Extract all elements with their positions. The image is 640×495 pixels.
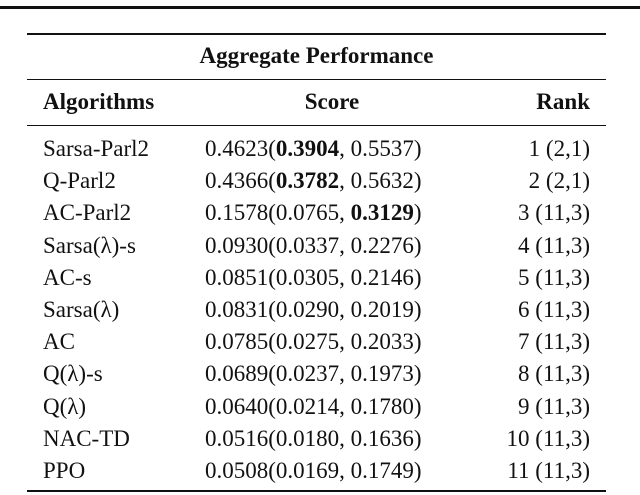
score-part: 0.0516(0.0180, 0.1636) bbox=[205, 425, 422, 451]
rule bbox=[27, 490, 606, 492]
score-part: , 0.5632) bbox=[339, 168, 422, 194]
algorithm-cell: Sarsa-Parl2 bbox=[43, 136, 150, 161]
table-title: Aggregate Performance bbox=[199, 43, 434, 68]
rank-cell: 4 (11,3) bbox=[518, 232, 590, 258]
score-part: 0.1578(0.0765, bbox=[205, 200, 351, 226]
rank-cell: 9 (11,3) bbox=[518, 393, 590, 419]
score-cell: 0.1578(0.0765, 0.3129) bbox=[205, 199, 422, 227]
algorithm-cell: Q(λ) bbox=[43, 393, 87, 419]
score-part: 0.0508(0.0169, 0.1749) bbox=[205, 458, 422, 483]
rank-cell: 6 (11,3) bbox=[518, 297, 590, 322]
score-part: 0.4366( bbox=[205, 168, 276, 194]
algorithm-cell: Sarsa(λ)-s bbox=[43, 232, 136, 258]
header-cell: Rank bbox=[536, 89, 590, 114]
score-part: 0.4623( bbox=[205, 136, 276, 161]
rank-cell: 1 (2,1) bbox=[528, 136, 590, 161]
score-cell: 0.0508(0.0169, 0.1749) bbox=[205, 457, 422, 485]
score-part: 0.0851(0.0305, 0.2146) bbox=[205, 264, 422, 290]
score-cell: 0.4366(0.3782, 0.5632) bbox=[205, 167, 422, 195]
algorithm-cell: PPO bbox=[43, 458, 86, 483]
score-part: 0.3129 bbox=[350, 200, 414, 226]
rank-cell: 11 (11,3) bbox=[507, 458, 590, 483]
rule bbox=[0, 6, 640, 9]
score-cell: 0.0930(0.0337, 0.2276) bbox=[205, 232, 422, 260]
rank-cell: 3 (11,3) bbox=[518, 200, 590, 226]
score-part: 0.0785(0.0275, 0.2033) bbox=[205, 329, 422, 355]
score-part: ) bbox=[413, 200, 422, 226]
score-cell: 0.0785(0.0275, 0.2033) bbox=[205, 328, 422, 356]
rank-cell: 8 (11,3) bbox=[518, 361, 590, 387]
score-part: 0.3904 bbox=[275, 136, 340, 161]
rule bbox=[27, 79, 606, 80]
score-cell: 0.4623(0.3904, 0.5537) bbox=[205, 135, 422, 163]
score-cell: 0.0640(0.0214, 0.1780) bbox=[205, 393, 422, 421]
rank-cell: 5 (11,3) bbox=[518, 264, 590, 290]
algorithm-cell: Q-Parl2 bbox=[43, 168, 116, 194]
score-part: 0.0689(0.0237, 0.1973) bbox=[205, 361, 422, 387]
algorithm-cell: Sarsa(λ) bbox=[43, 297, 120, 322]
score-part: 0.0930(0.0337, 0.2276) bbox=[205, 232, 422, 258]
score-cell: 0.0516(0.0180, 0.1636) bbox=[205, 425, 422, 453]
rule bbox=[27, 125, 606, 126]
algorithm-cell: AC-s bbox=[43, 264, 92, 290]
header-cell: Algorithms bbox=[43, 89, 155, 114]
score-part: 0.0640(0.0214, 0.1780) bbox=[205, 393, 422, 419]
rank-cell: 10 (11,3) bbox=[506, 425, 590, 451]
algorithm-cell: AC bbox=[43, 329, 75, 355]
score-cell: 0.0831(0.0290, 0.2019) bbox=[205, 296, 422, 324]
algorithm-cell: NAC-TD bbox=[43, 425, 130, 451]
rank-cell: 7 (11,3) bbox=[518, 329, 590, 355]
algorithm-cell: AC-Parl2 bbox=[43, 200, 132, 226]
score-cell: 0.0689(0.0237, 0.1973) bbox=[205, 360, 422, 388]
algorithm-cell: Q(λ)-s bbox=[43, 361, 103, 387]
header-cell: Score bbox=[304, 89, 360, 114]
score-part: , 0.5537) bbox=[339, 136, 422, 161]
rank-cell: 2 (2,1) bbox=[528, 168, 590, 194]
score-part: 0.0831(0.0290, 0.2019) bbox=[205, 297, 422, 322]
score-cell: 0.0851(0.0305, 0.2146) bbox=[205, 264, 422, 292]
score-part: 0.3782 bbox=[275, 168, 340, 194]
rule bbox=[27, 33, 606, 35]
